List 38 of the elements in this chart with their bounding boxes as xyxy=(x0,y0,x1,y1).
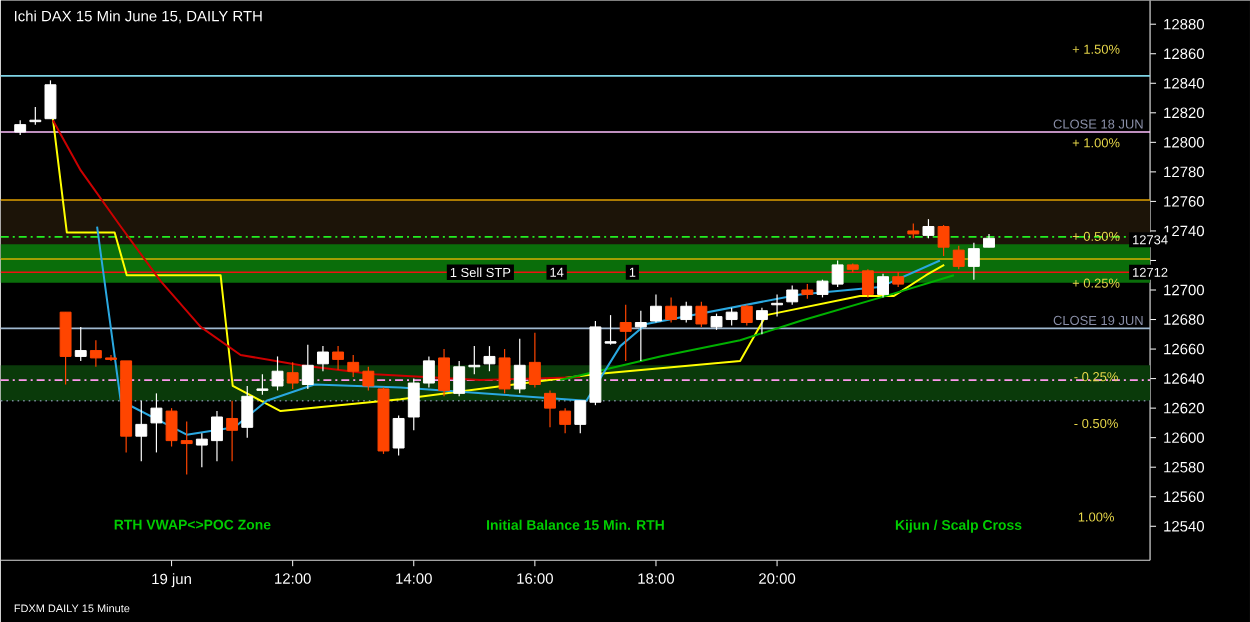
candlestick xyxy=(544,389,556,428)
candlestick xyxy=(271,355,284,391)
candlestick xyxy=(44,79,57,120)
candlestick xyxy=(922,218,935,239)
candlestick xyxy=(150,392,163,453)
candlestick xyxy=(967,242,980,281)
candlestick xyxy=(498,348,511,394)
candlestick xyxy=(301,343,314,390)
candlestick xyxy=(937,224,950,257)
candlestick xyxy=(650,293,662,323)
candlestick xyxy=(286,361,299,390)
line-series xyxy=(559,274,955,381)
candlestick xyxy=(135,400,148,462)
candlestick xyxy=(619,304,632,362)
candlestick xyxy=(74,326,87,362)
candlestick xyxy=(438,348,450,397)
candlestick xyxy=(877,273,889,298)
candlestick xyxy=(483,345,496,372)
candlestick xyxy=(59,311,72,386)
candlestick xyxy=(952,245,965,270)
candlestick xyxy=(755,307,768,335)
candlestick xyxy=(513,338,526,394)
candlestick xyxy=(332,345,345,371)
candlestick xyxy=(740,304,753,326)
candlestick xyxy=(528,332,541,388)
line-series xyxy=(96,225,941,436)
candlestick xyxy=(695,301,708,328)
candlestick xyxy=(861,268,874,298)
candlestick xyxy=(680,301,693,323)
candlestick xyxy=(241,385,254,439)
candlestick xyxy=(392,414,405,456)
candlestick xyxy=(256,373,269,396)
candlestick xyxy=(665,296,678,323)
candlestick xyxy=(226,400,239,462)
candlestick xyxy=(316,345,329,372)
candlestick xyxy=(634,309,647,362)
candlestick xyxy=(559,407,572,434)
candlestick xyxy=(786,284,799,306)
